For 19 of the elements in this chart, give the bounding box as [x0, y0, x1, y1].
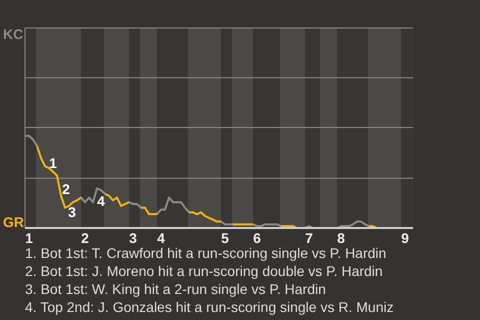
- text: KC: [3, 26, 24, 42]
- x-tick-label: 3: [129, 230, 138, 246]
- text: 2. Bot 1st: J. Moreno hit a run-scoring double vs P. Hardin: [25, 262, 384, 280]
- annotation: 4: [97, 193, 106, 209]
- x-tick-label: 6: [253, 230, 262, 246]
- x-tick-label: 7: [305, 230, 314, 246]
- x-tick-label: 2: [81, 230, 90, 246]
- x-tick-label: 4: [157, 230, 166, 246]
- annotation: 3: [68, 204, 76, 220]
- annotation: 2: [62, 181, 70, 197]
- x-tick-label: 5: [221, 230, 230, 246]
- text: 3. Bot 1st: W. King hit a 2-run single vs P. Hardin: [25, 280, 327, 298]
- text: 1. Bot 1st: T. Crawford hit a run-scoring single vs P. Hardin: [25, 244, 388, 262]
- x-tick-label: 8: [337, 230, 346, 246]
- x-tick-label: 9: [401, 230, 410, 246]
- x-tick-label: 1: [25, 230, 34, 246]
- text: 4. Top 2nd: J. Gonzales hit a run-scoring single vs R. Muniz: [25, 298, 394, 316]
- text: GR: [3, 214, 24, 230]
- annotation: 1: [49, 155, 58, 171]
